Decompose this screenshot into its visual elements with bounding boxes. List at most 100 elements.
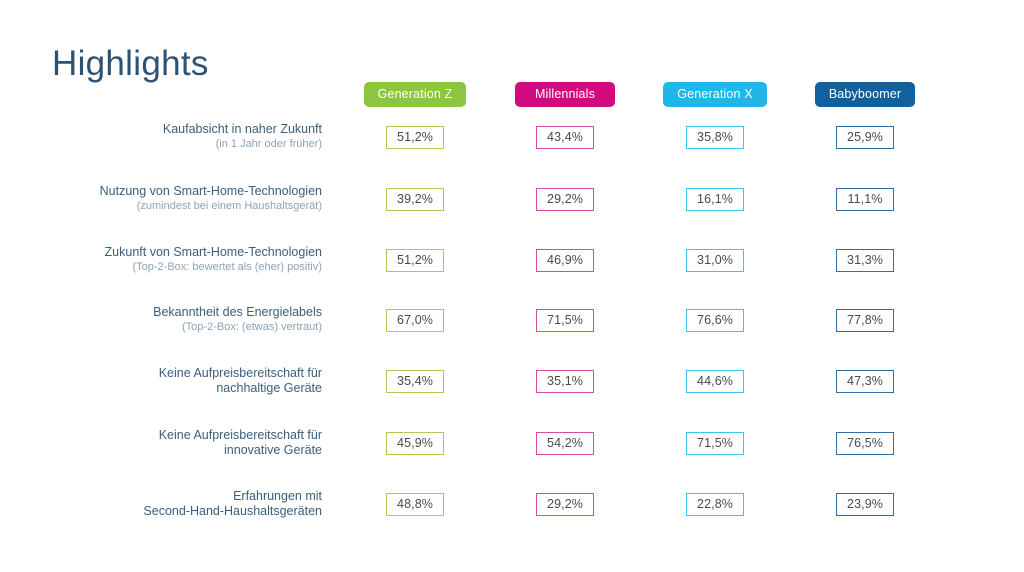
value-box: 71,5%	[686, 431, 744, 455]
row-values: 45,9% 54,2% 71,5% 76,5%	[340, 431, 940, 455]
table-row: Zukunft von Smart-Home-Technologien (Top…	[0, 237, 1024, 283]
badge-generation-x[interactable]: Generation X	[663, 81, 767, 107]
row-label: Kaufabsicht in naher Zukunft (in 1 Jahr …	[0, 122, 340, 152]
value-box: 45,9%	[386, 431, 444, 455]
value-box: 29,2%	[536, 492, 594, 516]
row-label-main: Zukunft von Smart-Home-Technologien	[104, 245, 322, 260]
cell-babyboomer: 31,3%	[790, 248, 940, 272]
value-box: 23,9%	[836, 492, 894, 516]
cell-millennials: 46,9%	[490, 248, 640, 272]
cell-generation-x: 16,1%	[640, 187, 790, 211]
row-label-main: Nutzung von Smart-Home-Technologien	[99, 184, 322, 199]
row-label-main: Keine Aufpreisbereitschaft für	[158, 365, 322, 380]
row-label-sub: (Top-2-Box: (etwas) vertraut)	[182, 321, 322, 334]
column-header-generation-x: Generation X	[640, 81, 790, 107]
cell-generation-z: 48,8%	[340, 492, 490, 516]
cell-millennials: 29,2%	[490, 492, 640, 516]
table-row: Erfahrungen mit Second-Hand-Haushaltsger…	[0, 481, 1024, 527]
cell-generation-z: 67,0%	[340, 308, 490, 332]
value-box: 39,2%	[386, 187, 444, 211]
row-label-main: Bekanntheit des Energielabels	[153, 305, 322, 320]
row-label-main: Keine Aufpreisbereitschaft für	[158, 427, 322, 442]
value-box: 43,4%	[536, 125, 594, 149]
value-box: 51,2%	[386, 125, 444, 149]
row-values: 48,8% 29,2% 22,8% 23,9%	[340, 492, 940, 516]
row-label: Nutzung von Smart-Home-Technologien (zum…	[0, 184, 340, 214]
column-header-row: Generation Z Millennials Generation X Ba…	[340, 81, 940, 107]
cell-babyboomer: 47,3%	[790, 369, 940, 393]
cell-babyboomer: 76,5%	[790, 431, 940, 455]
cell-generation-z: 51,2%	[340, 248, 490, 272]
cell-generation-x: 44,6%	[640, 369, 790, 393]
row-label-line2: innovative Geräte	[224, 443, 322, 457]
row-values: 67,0% 71,5% 76,6% 77,8%	[340, 308, 940, 332]
row-label: Keine Aufpreisbereitschaft für nachhalti…	[0, 366, 340, 397]
row-label-sub: (Top-2-Box: bewertet als (eher) positiv)	[132, 261, 322, 274]
cell-generation-x: 71,5%	[640, 431, 790, 455]
column-header-generation-z: Generation Z	[340, 81, 490, 107]
value-box: 16,1%	[686, 187, 744, 211]
row-label-sub: (in 1 Jahr oder früher)	[215, 138, 322, 151]
cell-babyboomer: 77,8%	[790, 308, 940, 332]
badge-babyboomer[interactable]: Babyboomer	[814, 81, 916, 107]
cell-millennials: 43,4%	[490, 125, 640, 149]
row-label-main: Kaufabsicht in naher Zukunft	[162, 122, 322, 137]
value-box: 35,1%	[536, 369, 594, 393]
cell-babyboomer: 11,1%	[790, 187, 940, 211]
cell-generation-x: 35,8%	[640, 125, 790, 149]
table-row: Keine Aufpreisbereitschaft für nachhalti…	[0, 358, 1024, 404]
cell-generation-z: 35,4%	[340, 369, 490, 393]
row-label-sub: (zumindest bei einem Haushaltsgerät)	[136, 200, 322, 213]
row-values: 51,2% 43,4% 35,8% 25,9%	[340, 125, 940, 149]
row-label: Bekanntheit des Energielabels (Top-2-Box…	[0, 305, 340, 335]
table-row: Nutzung von Smart-Home-Technologien (zum…	[0, 176, 1024, 222]
value-box: 22,8%	[686, 492, 744, 516]
value-box: 35,8%	[686, 125, 744, 149]
cell-millennials: 29,2%	[490, 187, 640, 211]
cell-babyboomer: 25,9%	[790, 125, 940, 149]
column-header-millennials: Millennials	[490, 81, 640, 107]
value-box: 71,5%	[536, 308, 594, 332]
value-box: 54,2%	[536, 431, 594, 455]
row-label: Keine Aufpreisbereitschaft für innovativ…	[0, 428, 340, 459]
row-label-main: Erfahrungen mit	[233, 488, 322, 503]
table-row: Keine Aufpreisbereitschaft für innovativ…	[0, 420, 1024, 466]
value-box: 46,9%	[536, 248, 594, 272]
value-box: 29,2%	[536, 187, 594, 211]
column-header-babyboomer: Babyboomer	[790, 81, 940, 107]
table-row: Bekanntheit des Energielabels (Top-2-Box…	[0, 297, 1024, 343]
cell-generation-z: 45,9%	[340, 431, 490, 455]
value-box: 31,3%	[836, 248, 894, 272]
value-box: 11,1%	[836, 187, 894, 211]
cell-generation-x: 76,6%	[640, 308, 790, 332]
cell-generation-x: 22,8%	[640, 492, 790, 516]
cell-generation-z: 51,2%	[340, 125, 490, 149]
cell-millennials: 54,2%	[490, 431, 640, 455]
row-values: 35,4% 35,1% 44,6% 47,3%	[340, 369, 940, 393]
cell-generation-x: 31,0%	[640, 248, 790, 272]
value-box: 77,8%	[836, 308, 894, 332]
row-label-line2: Second-Hand-Haushaltsgeräten	[143, 504, 322, 518]
value-box: 44,6%	[686, 369, 744, 393]
row-label: Erfahrungen mit Second-Hand-Haushaltsger…	[0, 489, 340, 520]
value-box: 35,4%	[386, 369, 444, 393]
cell-babyboomer: 23,9%	[790, 492, 940, 516]
cell-millennials: 71,5%	[490, 308, 640, 332]
cell-millennials: 35,1%	[490, 369, 640, 393]
value-box: 31,0%	[686, 248, 744, 272]
badge-millennials[interactable]: Millennials	[515, 81, 615, 107]
row-values: 39,2% 29,2% 16,1% 11,1%	[340, 187, 940, 211]
value-box: 76,6%	[686, 308, 744, 332]
value-box: 48,8%	[386, 492, 444, 516]
value-box: 47,3%	[836, 369, 894, 393]
row-values: 51,2% 46,9% 31,0% 31,3%	[340, 248, 940, 272]
value-box: 67,0%	[386, 308, 444, 332]
badge-generation-z[interactable]: Generation Z	[363, 81, 467, 107]
row-label: Zukunft von Smart-Home-Technologien (Top…	[0, 245, 340, 275]
page-title: Highlights	[52, 44, 209, 83]
row-label-line2: nachhaltige Geräte	[216, 381, 322, 395]
table-row: Kaufabsicht in naher Zukunft (in 1 Jahr …	[0, 114, 1024, 160]
value-box: 25,9%	[836, 125, 894, 149]
